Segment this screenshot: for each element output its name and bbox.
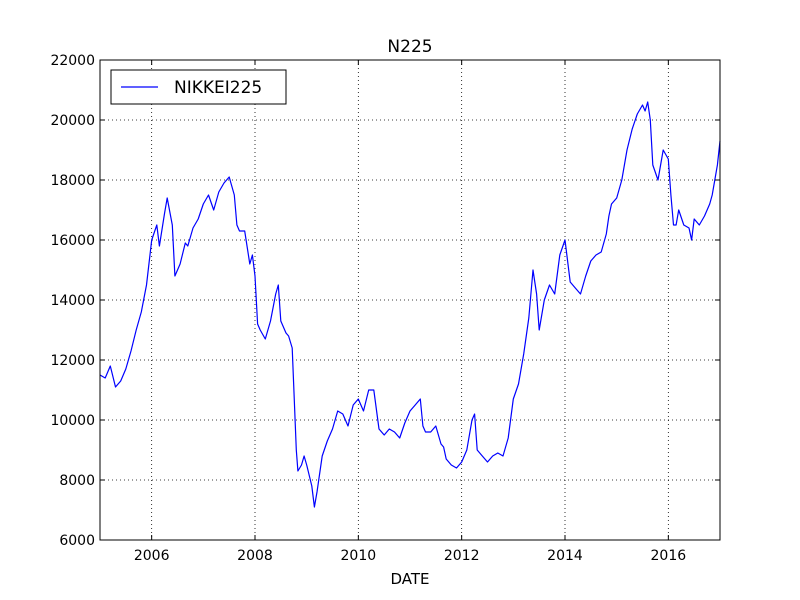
x-tick-label: 2008 (237, 548, 273, 564)
y-tick-label: 6000 (59, 533, 95, 549)
y-tick-label: 20000 (50, 113, 95, 129)
legend-label: NIKKEI225 (174, 78, 262, 98)
series-line-nikkei225 (99, 101, 721, 508)
series-layer (99, 101, 721, 508)
y-tick-label: 10000 (50, 413, 95, 429)
x-tick-label: 2010 (341, 548, 377, 564)
legend: NIKKEI225 (110, 69, 287, 105)
x-tick-label: 2012 (444, 548, 480, 564)
y-tick-label: 14000 (50, 293, 95, 309)
x-axis: 2006 2008 2010 2012 2014 2016 (134, 60, 686, 564)
grid-lines (100, 60, 720, 540)
y-tick-label: 12000 (50, 353, 95, 369)
y-tick-label: 8000 (59, 473, 95, 489)
y-tick-label: 16000 (50, 233, 95, 249)
y-tick-label: 22000 (50, 53, 95, 69)
x-tick-label: 2014 (547, 548, 583, 564)
y-tick-label: 18000 (50, 173, 95, 189)
chart-title: N225 (387, 37, 432, 57)
x-axis-label: DATE (390, 570, 429, 588)
x-tick-label: 2016 (651, 548, 687, 564)
y-axis: 6000 8000 10000 12000 14000 16000 18000 20000 22… (50, 53, 720, 549)
x-tick-label: 2006 (134, 548, 170, 564)
